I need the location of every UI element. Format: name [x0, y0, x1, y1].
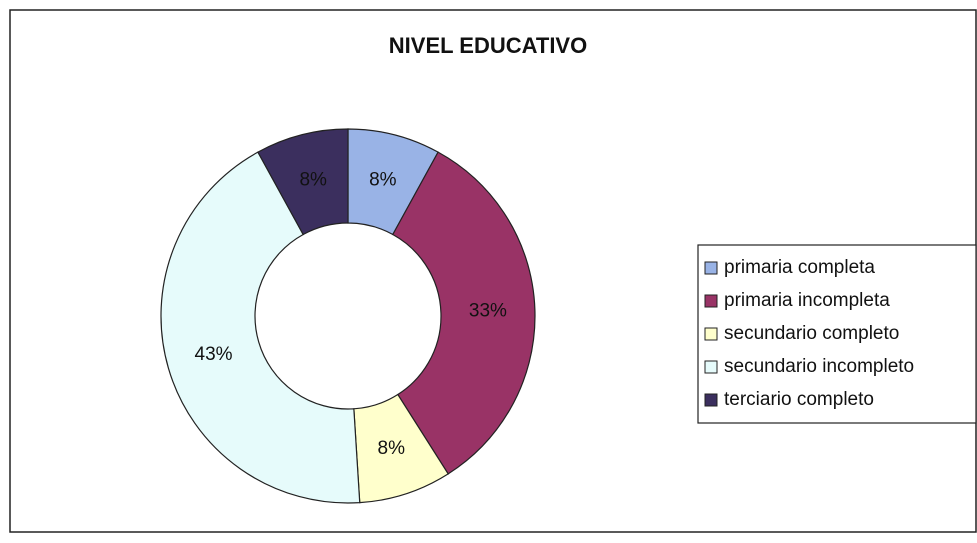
- legend-label: secundario completo: [724, 323, 899, 344]
- legend-box: [697, 244, 977, 424]
- legend-swatch: [704, 393, 718, 407]
- legend-label: terciario completo: [724, 389, 874, 410]
- data-label: 8%: [369, 169, 397, 190]
- legend-label: secundario incompleto: [724, 356, 914, 377]
- donut-segment: [160, 151, 361, 504]
- data-label: 8%: [378, 438, 406, 459]
- data-label: 33%: [469, 301, 507, 322]
- legend-swatch: [704, 261, 718, 275]
- legend-swatch: [704, 327, 718, 341]
- donut-segment: [391, 151, 536, 475]
- donut-segment: [257, 128, 349, 236]
- data-label: 8%: [299, 169, 327, 190]
- chart-title: NIVEL EDUCATIVO: [389, 33, 587, 58]
- legend-swatch: [704, 294, 718, 308]
- legend-label: primaria completa: [724, 257, 875, 278]
- legend-swatch: [704, 360, 718, 374]
- legend-label: primaria incompleta: [724, 290, 890, 311]
- data-label: 43%: [195, 344, 233, 365]
